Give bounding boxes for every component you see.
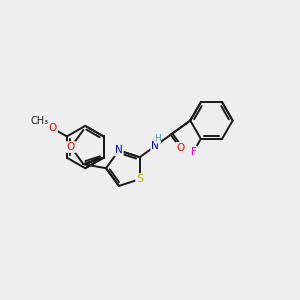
Text: S: S (136, 174, 143, 184)
Text: O: O (49, 123, 57, 134)
Text: N: N (115, 146, 123, 155)
Text: O: O (67, 142, 75, 152)
Text: N: N (152, 141, 159, 151)
Text: N: N (152, 141, 159, 151)
Text: H: H (152, 136, 159, 145)
Text: O: O (176, 143, 184, 153)
Text: F: F (190, 147, 196, 157)
Text: CH₃: CH₃ (31, 116, 49, 126)
Text: H: H (154, 134, 161, 143)
